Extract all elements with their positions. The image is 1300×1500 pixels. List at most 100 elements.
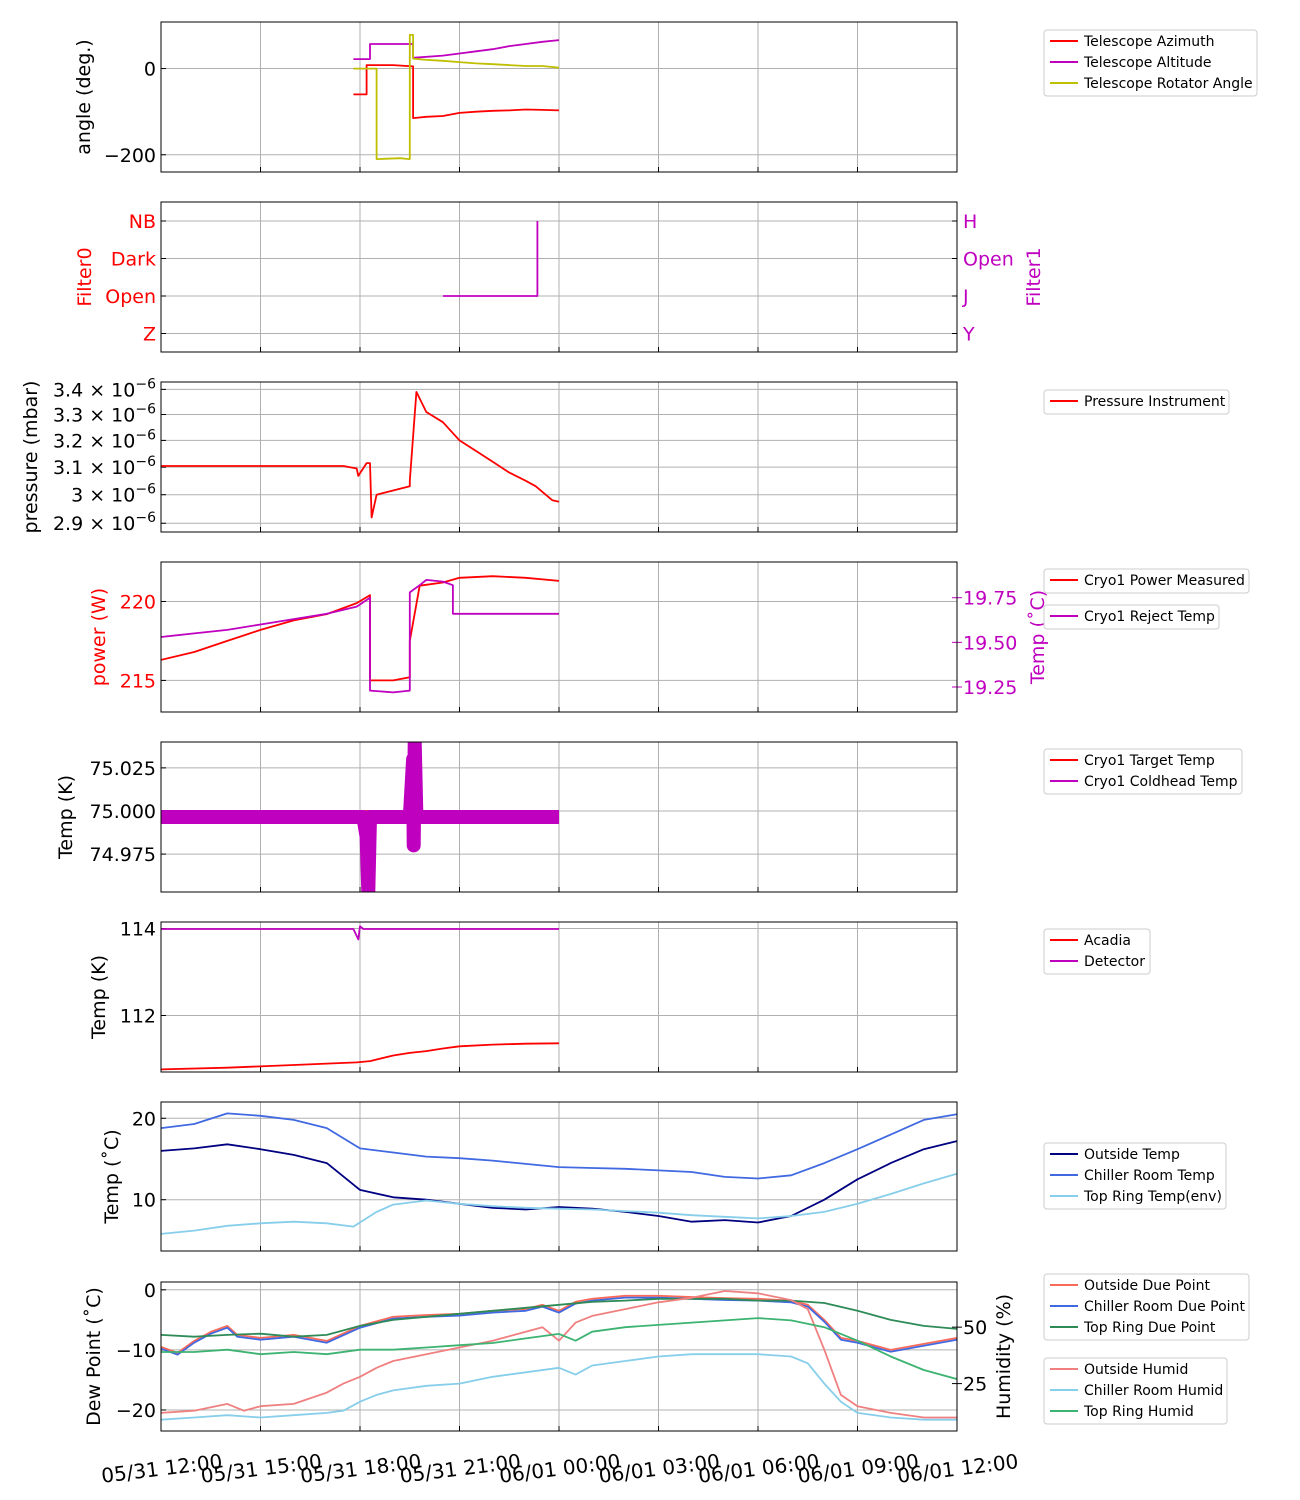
panel-4: 75.025 75.000 74.975 Temp (K)	[55, 741, 958, 893]
y-tick-exponent: −6	[135, 427, 156, 443]
legend-entry: Cryo1 Coldhead Temp	[1084, 774, 1238, 790]
y-tick-label: 3.4 × 10−6	[53, 376, 156, 401]
y-tick-label: 0	[144, 1280, 156, 1302]
y-tick-exponent-base: × 10	[83, 513, 135, 535]
y-tick-label: 3.1 × 10−6	[53, 454, 156, 479]
y-tick-exponent: −6	[135, 482, 156, 498]
y-axis-label: pressure (mbar)	[20, 381, 42, 534]
y-tick-exponent-base: × 10	[83, 485, 135, 507]
legend-entry: Detector	[1084, 954, 1145, 970]
y-tick-label: Z	[143, 324, 156, 346]
y-tick-mantissa: 3.1	[53, 457, 83, 479]
series-line-outside-humid	[161, 1290, 957, 1419]
legend-entry: Pressure Instrument	[1084, 394, 1226, 410]
legend-entry: Top Ring Due Point	[1083, 1320, 1216, 1336]
series-line-filter1	[442, 221, 539, 297]
y-tick-label: 3.3 × 10−6	[53, 402, 156, 427]
legend-entry: Chiller Room Temp	[1084, 1168, 1215, 1184]
y-tick-label: 3 × 10−6	[71, 482, 156, 507]
y-tick-exponent: −6	[135, 454, 156, 470]
y-tick-label: 74.975	[90, 844, 156, 866]
panel-2: 3.4 × 10−63.3 × 10−63.2 × 10−63.1 × 10−6…	[20, 376, 958, 535]
y-tick-label: Dark	[111, 249, 156, 271]
legend-entry: Outside Temp	[1084, 1147, 1180, 1163]
legend-frame	[1043, 604, 1220, 630]
legend: Outside Temp Chiller Room Temp Top Ring Te…	[1043, 1142, 1227, 1210]
y-tick-label: 215	[120, 670, 156, 692]
series-line-chiller-room-temp	[161, 1112, 957, 1180]
series-line-chiller-room-due-point	[161, 1296, 957, 1356]
legend-entry: Cryo1 Reject Temp	[1084, 609, 1215, 625]
legend-frame	[1043, 1142, 1227, 1210]
series-line-chiller-room-humid	[161, 1353, 957, 1421]
y-tick-exponent: −6	[135, 402, 156, 418]
series-line-cryo1-reject-temp	[161, 579, 559, 694]
y-tick-label: Open	[105, 286, 156, 308]
legend-entry: Outside Due Point	[1084, 1278, 1211, 1294]
legend: Outside Humid Chiller Room Humid Top Ring …	[1043, 1357, 1228, 1425]
series-line-telescope-azimuth	[353, 64, 560, 119]
axes-frame	[160, 561, 958, 713]
y-tick-label: −200	[104, 145, 156, 167]
series-line-telescope-altitude	[353, 39, 560, 60]
panel-5: 114 112 Temp (K)	[88, 919, 958, 1073]
y-tick-exponent-base: × 10	[83, 379, 135, 401]
axes-frame	[160, 201, 958, 353]
y-tick-exponent: −6	[135, 510, 156, 526]
y-tick-label: 114	[120, 919, 156, 941]
panel-0: 0 −200 angle (deg.)	[73, 21, 958, 173]
legend-entry: Top Ring Humid	[1083, 1404, 1194, 1420]
y-tick-mantissa: 2.9	[53, 513, 83, 535]
y-tick-label: 0	[144, 59, 156, 81]
y-axis-label: Dew Point (˚C)	[83, 1287, 105, 1426]
y-tick-exponent-base: × 10	[83, 405, 135, 427]
legend-entry: Cryo1 Power Measured	[1084, 573, 1245, 589]
panel-7: 0 −10 −20 50 25 Dew Point (˚C) Humidity (%)	[83, 1280, 1015, 1432]
legend-entry: Chiller Room Humid	[1084, 1383, 1223, 1399]
series-line-outside-due-point	[161, 1294, 957, 1354]
legend: Cryo1 Reject Temp	[1043, 604, 1220, 630]
y2-axis-label: Filter1	[1023, 247, 1045, 306]
legend: Cryo1 Power Measured	[1043, 568, 1250, 594]
y-tick-label: 75.025	[90, 758, 156, 780]
y-tick-label: −20	[116, 1400, 156, 1422]
axes-frame	[160, 1101, 958, 1252]
legend-entry: Telescope Azimuth	[1083, 34, 1214, 50]
legend-entry: Telescope Rotator Angle	[1083, 76, 1253, 92]
legend: Pressure Instrument	[1043, 389, 1230, 415]
legend: Cryo1 Target Temp Cryo1 Coldhead Temp	[1043, 748, 1243, 795]
legend: Acadia Detector	[1043, 928, 1151, 975]
y2-tick-label: 19.50	[963, 632, 1017, 654]
y-tick-exponent-base: × 10	[83, 457, 135, 479]
y2-tick-label: J	[962, 286, 969, 308]
y2-tick-label: 50	[963, 1317, 987, 1339]
y-axis-label: Temp (K)	[55, 775, 77, 860]
y-tick-label: 75.000	[90, 801, 156, 823]
legend-frame	[1043, 1273, 1250, 1341]
y-axis-label: Temp (˚C)	[101, 1129, 123, 1224]
series-line-outside-temp	[161, 1140, 957, 1224]
y-tick-label: 3.2 × 10−6	[53, 427, 156, 452]
legend-entry: Cryo1 Target Temp	[1084, 753, 1215, 769]
axes-frame	[160, 381, 958, 533]
axes-frame	[160, 1281, 958, 1432]
y2-tick-label: H	[963, 211, 977, 233]
legend-entry: Acadia	[1084, 933, 1131, 949]
y2-tick-label: Open	[963, 249, 1014, 271]
legend-frame	[1043, 389, 1230, 415]
series-line-detector	[161, 925, 559, 941]
y-tick-mantissa: 3.2	[53, 430, 83, 452]
axes-frame	[160, 21, 958, 173]
legend-entry: Chiller Room Due Point	[1084, 1299, 1245, 1315]
y2-axis-label: Temp (˚C)	[1027, 590, 1049, 685]
y-tick-label: −10	[116, 1340, 156, 1362]
series-line-top-ring-due-point	[161, 1297, 957, 1338]
y-axis-label: angle (deg.)	[73, 39, 95, 154]
y-tick-label: 112	[120, 1005, 156, 1027]
panel-3: 220 215 19.75 19.50 19.25 power (W) Temp (˚C)	[88, 561, 1049, 713]
y-axis-label: Temp (K)	[88, 955, 110, 1040]
y-axis-label: Filter0	[74, 247, 96, 306]
series-line-top-ring-humid	[161, 1317, 957, 1380]
legend-frame	[1043, 748, 1243, 795]
y2-tick-label: 19.75	[963, 588, 1017, 610]
